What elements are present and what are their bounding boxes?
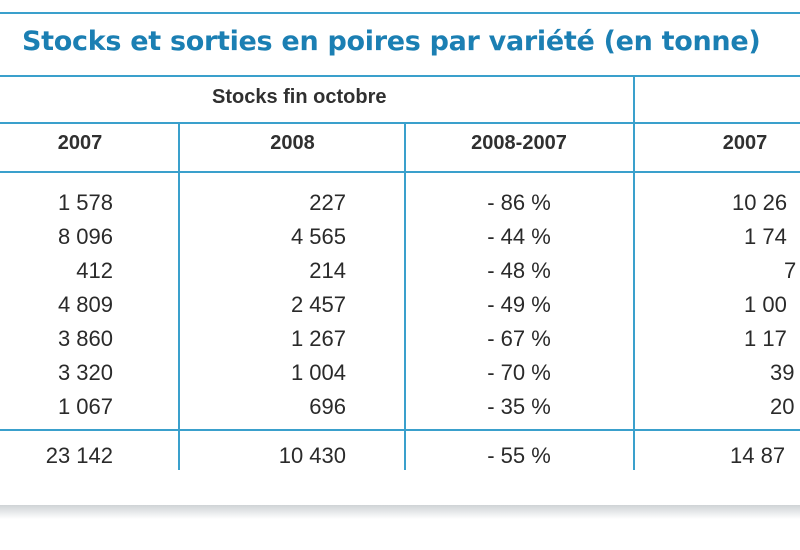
cell-stock-2008: 214 (309, 258, 346, 283)
column-divider (633, 123, 635, 470)
cell-stock-2008: 696 (309, 394, 346, 419)
column-header-2007-sorties: 2007 (722, 132, 768, 154)
cell-stock-2008: 1 267 (290, 326, 346, 351)
cell-variation: - 48 % (487, 258, 551, 283)
cell-stock-2008: 227 (309, 190, 346, 215)
cell-stock-2007: 3 320 (57, 360, 113, 385)
cell-total-sorties-2007: 14 87 (730, 443, 786, 468)
header-rule (0, 122, 800, 124)
cell-variation: - 70 % (487, 360, 551, 385)
cell-sorties-2007: 1 00 (744, 292, 787, 317)
cell-sorties-2007: 7 (784, 258, 797, 283)
cell-stock-2008: 4 565 (290, 224, 346, 249)
column-divider (404, 123, 406, 470)
cell-stock-2007: 1 578 (57, 190, 113, 215)
cell-variation: - 35 % (487, 394, 551, 419)
total-rule (0, 429, 800, 431)
cell-stock-2007: 8 096 (57, 224, 113, 249)
title-rule (0, 75, 800, 77)
group-header-stocks: Stocks fin octobre (212, 86, 387, 108)
cell-variation: - 44 % (487, 224, 551, 249)
cell-total-stock-2007: 23 142 (45, 443, 113, 468)
column-divider (633, 77, 635, 129)
cell-sorties-2007: 1 17 (744, 326, 787, 351)
bottom-shadow (0, 505, 800, 519)
column-divider (178, 123, 180, 470)
column-header-diff: 2008-2007 (471, 132, 567, 154)
cell-total-variation: - 55 % (487, 443, 551, 468)
cell-stock-2007: 3 860 (57, 326, 113, 351)
column-header-2008: 2008 (270, 132, 315, 154)
cell-stock-2008: 2 457 (290, 292, 346, 317)
cell-stock-2008: 1 004 (290, 360, 346, 385)
cell-stock-2007: 4 809 (57, 292, 113, 317)
cell-total-stock-2008: 10 430 (278, 443, 346, 468)
cell-stock-2007: 412 (76, 258, 113, 283)
cell-sorties-2007: 39 (770, 360, 795, 385)
cell-sorties-2007: 1 74 (744, 224, 787, 249)
top-rule (0, 12, 800, 14)
column-header-2007: 2007 (57, 132, 103, 154)
cell-sorties-2007: 10 26 (732, 190, 788, 215)
cell-variation: - 49 % (487, 292, 551, 317)
cell-variation: - 86 % (487, 190, 551, 215)
table-title: Stocks et sorties en poires par variété … (22, 26, 761, 57)
body-rule (0, 171, 800, 173)
cell-sorties-2007: 20 (770, 394, 795, 419)
cell-variation: - 67 % (487, 326, 551, 351)
cell-stock-2007: 1 067 (57, 394, 113, 419)
